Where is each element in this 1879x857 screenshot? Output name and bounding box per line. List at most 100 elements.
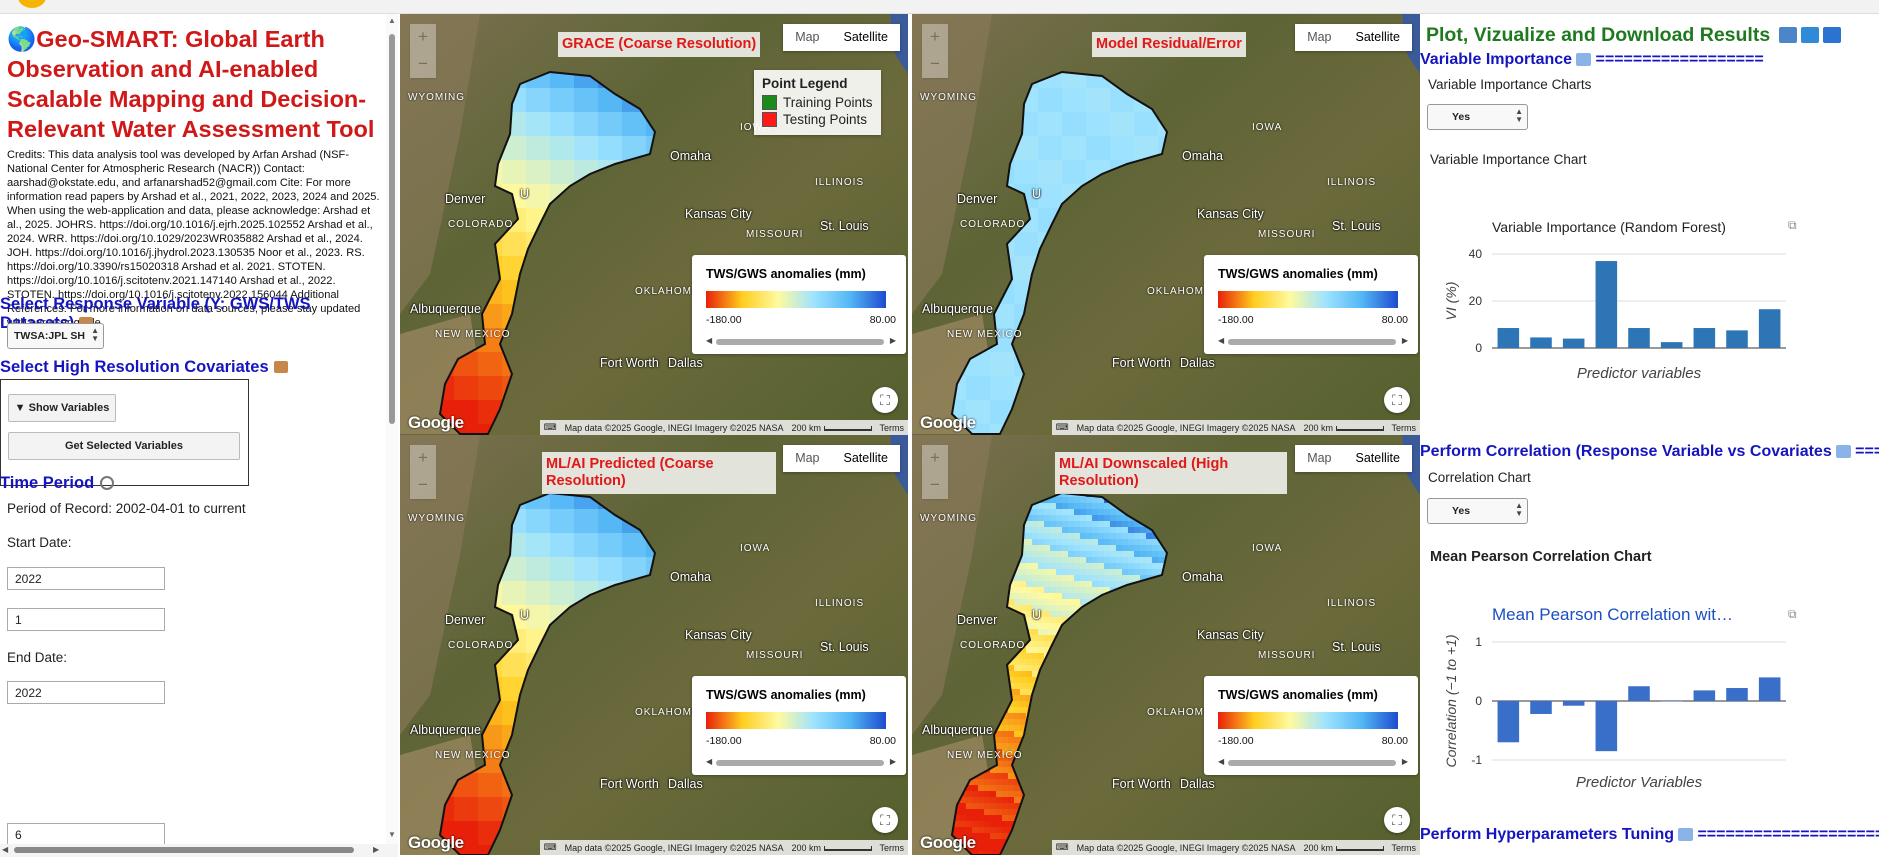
- legend-scrollbar[interactable]: ◀ ▶: [1218, 336, 1408, 348]
- zoom-in-icon[interactable]: +: [930, 448, 940, 467]
- scroll-left-icon[interactable]: ◀: [1218, 336, 1225, 345]
- map-label-fort-worth: Fort Worth: [600, 356, 659, 370]
- map-type-map-button[interactable]: Map: [783, 24, 832, 51]
- corr-chart-xlabel: Predictor Variables: [1576, 774, 1703, 791]
- left-panel-vertical-scrollbar[interactable]: ▲ ▼: [386, 14, 398, 844]
- map-label-illinois: ILLINOIS: [815, 177, 865, 188]
- map-canvas[interactable]: [912, 435, 1420, 855]
- scrollbar-thumb[interactable]: [716, 760, 884, 766]
- chart-icon: [1835, 445, 1851, 458]
- zoom-control[interactable]: + −: [922, 24, 948, 78]
- map-panel-4[interactable]: + − ML/AI Downscaled (High Resolution) Ma…: [912, 435, 1420, 855]
- map-type-satellite-button[interactable]: Satellite: [831, 24, 900, 51]
- legend-min: -180.00: [706, 735, 742, 747]
- response-variable-select[interactable]: TWSA:JPL SH ▲ ▼: [7, 323, 104, 349]
- zoom-control[interactable]: + −: [922, 445, 948, 499]
- map-label-fort-worth: Fort Worth: [600, 777, 659, 791]
- correlation-select[interactable]: Yes ▲ ▼: [1427, 498, 1528, 524]
- get-selected-variables-button[interactable]: Get Selected Variables: [8, 432, 240, 460]
- attribution-text: Map data ©2025 Google, INEGI Imagery ©20…: [1076, 422, 1296, 433]
- keyboard-shortcuts-icon[interactable]: ⌨: [1055, 842, 1069, 852]
- top-bar: [0, 0, 1879, 14]
- var-importance-select[interactable]: Yes ▲ ▼: [1427, 104, 1528, 130]
- terms-link[interactable]: Terms: [1391, 842, 1417, 853]
- app-logo-icon: [18, 0, 46, 8]
- scrollbar-thumb[interactable]: [389, 34, 395, 424]
- zoom-out-icon[interactable]: −: [930, 475, 940, 494]
- end-month-input[interactable]: [7, 823, 165, 846]
- scroll-right-icon[interactable]: ▶: [1401, 757, 1408, 766]
- scroll-down-icon[interactable]: ▼: [388, 830, 396, 839]
- scroll-right-icon[interactable]: ▶: [889, 336, 896, 345]
- map-type-map-button[interactable]: Map: [1295, 445, 1344, 472]
- legend-scrollbar[interactable]: ◀ ▶: [1218, 757, 1408, 769]
- scale-label: 200 km: [1303, 423, 1384, 433]
- globe-icon: 🌎: [7, 26, 37, 52]
- zoom-in-icon[interactable]: +: [418, 448, 428, 467]
- zoom-in-icon[interactable]: +: [930, 27, 940, 46]
- map-canvas[interactable]: [400, 435, 908, 855]
- fullscreen-icon[interactable]: ⛶: [1384, 807, 1410, 833]
- scroll-up-icon[interactable]: ▲: [388, 16, 396, 25]
- map-panel-2[interactable]: + − Model Residual/Error Map Satellite WYO…: [912, 14, 1420, 435]
- left-panel-horizontal-scrollbar[interactable]: ◀ ▶: [0, 844, 398, 857]
- keyboard-shortcuts-icon[interactable]: ⌨: [543, 842, 557, 852]
- fullscreen-icon[interactable]: ⛶: [872, 807, 898, 833]
- scroll-right-icon[interactable]: ▶: [1401, 336, 1408, 345]
- keyboard-shortcuts-icon[interactable]: ⌨: [1055, 422, 1069, 432]
- terms-link[interactable]: Terms: [879, 842, 905, 853]
- start-year-input[interactable]: [7, 567, 165, 590]
- zoom-control[interactable]: + −: [410, 445, 436, 499]
- end-year-input[interactable]: [7, 681, 165, 704]
- map-attribution: ⌨ Map data ©2025 Google, INEGI Imagery ©…: [400, 420, 908, 435]
- scrollbar-thumb[interactable]: [14, 847, 354, 853]
- terms-link[interactable]: Terms: [1391, 422, 1417, 433]
- scroll-left-icon[interactable]: ◀: [1218, 757, 1225, 766]
- keyboard-shortcuts-icon[interactable]: ⌨: [543, 422, 557, 432]
- start-month-input[interactable]: [7, 608, 165, 631]
- scroll-left-icon[interactable]: ◀: [706, 757, 713, 766]
- map-type-map-button[interactable]: Map: [783, 445, 832, 472]
- map-type-control[interactable]: Map Satellite: [783, 445, 900, 472]
- fullscreen-icon[interactable]: ⛶: [1384, 387, 1410, 413]
- scroll-right-icon[interactable]: ▶: [889, 757, 896, 766]
- zoom-control[interactable]: + −: [410, 24, 436, 78]
- legend-title: TWS/GWS anomalies (mm): [1218, 688, 1378, 702]
- chart-icon: [1576, 53, 1592, 66]
- map-type-control[interactable]: Map Satellite: [1295, 445, 1412, 472]
- zoom-out-icon[interactable]: −: [418, 475, 428, 494]
- scroll-left-icon[interactable]: ◀: [706, 336, 713, 345]
- fullscreen-icon[interactable]: ⛶: [872, 387, 898, 413]
- map-type-satellite-button[interactable]: Satellite: [1343, 24, 1412, 51]
- map-type-control[interactable]: Map Satellite: [783, 24, 900, 51]
- legend-min: -180.00: [1218, 735, 1254, 747]
- scrollbar-thumb[interactable]: [1228, 760, 1396, 766]
- testing-points-label: Testing Points: [783, 112, 868, 127]
- zoom-out-icon[interactable]: −: [930, 54, 940, 73]
- map-type-satellite-button[interactable]: Satellite: [831, 445, 900, 472]
- map-panel-1[interactable]: + − GRACE (Coarse Resolution) Map Satellit…: [400, 14, 908, 435]
- show-variables-button[interactable]: ▼ Show Variables: [8, 394, 116, 422]
- terms-link[interactable]: Terms: [879, 422, 905, 433]
- scroll-left-icon[interactable]: ◀: [2, 845, 9, 854]
- map-panel-3[interactable]: + − ML/AI Predicted (Coarse Resolution) M…: [400, 435, 908, 855]
- map-type-map-button[interactable]: Map: [1295, 24, 1344, 51]
- map-canvas[interactable]: [912, 14, 1420, 435]
- popout-icon[interactable]: ⧉: [1788, 218, 1797, 232]
- zoom-in-icon[interactable]: +: [418, 27, 428, 46]
- legend-title: TWS/GWS anomalies (mm): [1218, 267, 1378, 281]
- scrollbar-thumb[interactable]: [716, 339, 884, 345]
- legend-scrollbar[interactable]: ◀ ▶: [706, 336, 896, 348]
- map-label-illinois: ILLINOIS: [815, 598, 865, 609]
- legend-scrollbar[interactable]: ◀ ▶: [706, 757, 896, 769]
- correlation-select-value: Yes: [1452, 505, 1471, 517]
- point-legend-title: Point Legend: [762, 76, 848, 91]
- training-points-legend: Training Points: [762, 95, 873, 110]
- zoom-out-icon[interactable]: −: [418, 54, 428, 73]
- map-type-control[interactable]: Map Satellite: [1295, 24, 1412, 51]
- map-type-satellite-button[interactable]: Satellite: [1343, 445, 1412, 472]
- popout-icon[interactable]: ⧉: [1788, 607, 1797, 621]
- map-label-denver: Denver: [957, 613, 998, 627]
- scrollbar-thumb[interactable]: [1228, 339, 1396, 345]
- scroll-right-icon[interactable]: ▶: [373, 845, 380, 854]
